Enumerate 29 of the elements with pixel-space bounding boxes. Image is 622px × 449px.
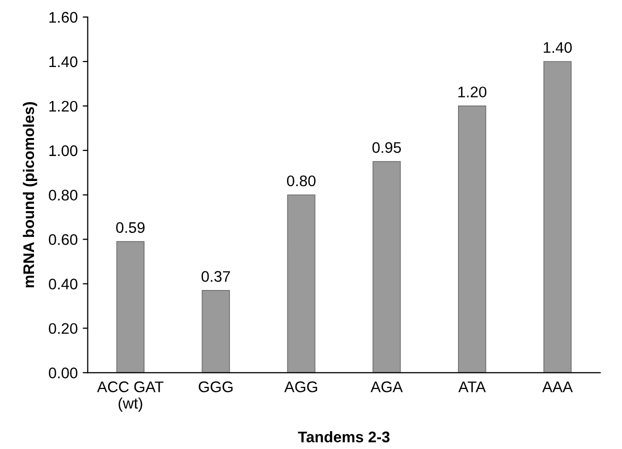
bar: [372, 161, 401, 373]
bar: [202, 290, 230, 373]
data-label: 0.37: [202, 271, 230, 282]
data-label: 1.20: [458, 86, 486, 98]
x-axis-title: Tandems 2-3: [298, 431, 390, 442]
y-tick-label: 1.20: [49, 100, 78, 112]
data-label: 0.59: [116, 222, 145, 233]
y-tick-label: 0.20: [48, 323, 78, 334]
y-tick-label: 1.60: [49, 12, 78, 23]
y-tick-label: 0.40: [48, 278, 78, 290]
y-tick-label: 0.80: [48, 190, 78, 201]
x-tick-label: AAA: [542, 382, 573, 392]
y-tick-label: 0.60: [48, 234, 78, 246]
x-tick-label: AGG: [284, 381, 318, 392]
y-tick-label: 1.40: [49, 56, 78, 68]
x-tick-label: AGA: [370, 381, 403, 392]
data-label: 0.95: [372, 142, 401, 153]
data-label: 0.80: [286, 175, 316, 186]
y-tick-label: 0.00: [48, 368, 78, 378]
y-axis-title: mRNA bound (picomoles): [22, 102, 38, 288]
bar: [458, 106, 486, 373]
bar: [543, 61, 572, 373]
bar: [116, 241, 144, 373]
x-tick-label: ATA: [458, 382, 486, 392]
y-tick-label: 1.00: [49, 145, 78, 156]
x-tick-label: ACC GAT (wt): [97, 381, 164, 412]
bar: [287, 194, 316, 373]
data-label: 1.40: [544, 42, 572, 53]
x-tick-label: GGG: [198, 381, 233, 392]
